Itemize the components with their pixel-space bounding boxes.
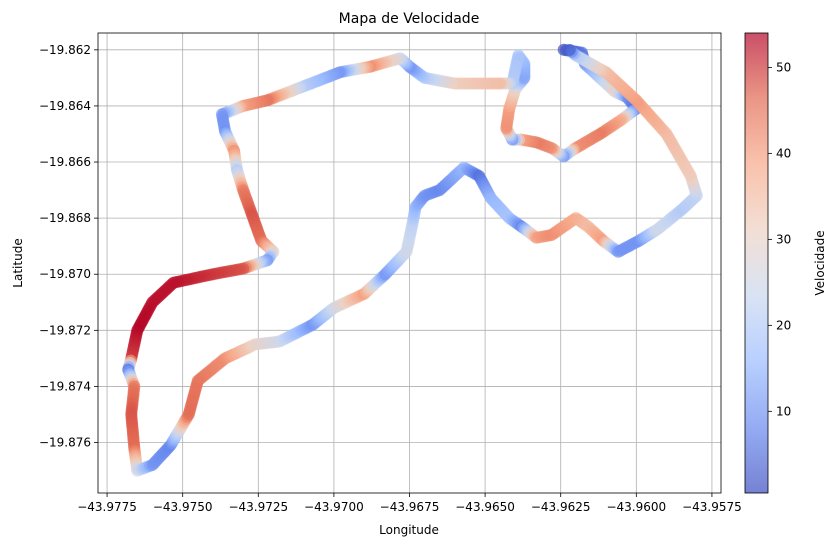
x-axis-ticks: −43.9775 −43.9750 −43.9725 −43.9700 −43.9675…	[77, 493, 742, 514]
x-tick-label: −43.9575	[682, 500, 742, 514]
x-tick-label: −43.9725	[228, 500, 288, 514]
route-points	[122, 43, 703, 477]
y-tick-label: −19.872	[39, 323, 91, 337]
x-tick-label: −43.9625	[531, 500, 591, 514]
x-axis-label: Longitude	[379, 523, 439, 537]
colorbar-tick-label: 20	[776, 318, 791, 332]
chart-title: Mapa de Velocidade	[339, 11, 480, 27]
x-tick-label: −43.9600	[606, 500, 666, 514]
colorbar-tick-label: 30	[776, 232, 791, 246]
y-tick-label: −19.862	[39, 43, 91, 57]
x-tick-label: −43.9775	[77, 500, 137, 514]
y-tick-label: −19.874	[39, 379, 91, 393]
colorbar-tick-label: 10	[776, 404, 791, 418]
x-tick-label: −43.9750	[153, 500, 213, 514]
y-axis-label: Latitude	[11, 238, 25, 287]
speed-point	[563, 43, 576, 56]
x-tick-label: −43.9675	[380, 500, 440, 514]
y-tick-label: −19.876	[39, 436, 91, 450]
colorbar	[745, 33, 768, 493]
y-tick-label: −19.866	[39, 155, 91, 169]
y-tick-label: −19.868	[39, 211, 91, 225]
colorbar-label: Velocidade	[813, 230, 827, 295]
colorbar-tick-label: 50	[776, 60, 791, 74]
colorbar-tick-label: 40	[776, 146, 791, 160]
y-tick-label: −19.864	[39, 99, 91, 113]
x-tick-label: −43.9700	[304, 500, 364, 514]
x-tick-label: −43.9650	[455, 500, 515, 514]
y-tick-label: −19.870	[39, 267, 91, 281]
colorbar-ticks: 10 20 30 40 50	[768, 60, 791, 418]
colorbar-frame	[744, 32, 769, 494]
y-axis-ticks: −19.862 −19.864 −19.866 −19.868 −19.870 −19.8…	[39, 43, 98, 450]
